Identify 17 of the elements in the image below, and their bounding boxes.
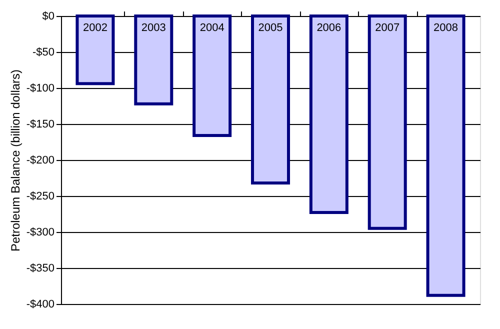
y-tick-label: -$250 xyxy=(26,190,54,202)
y-tick-label: -$400 xyxy=(26,298,54,310)
y-axis-title: Petroleum Balance (billion dollars) xyxy=(8,69,22,252)
x-tick-label: 2008 xyxy=(434,22,458,34)
y-tick-label: -$300 xyxy=(26,226,54,238)
x-tick-label: 2002 xyxy=(82,22,108,34)
y-tick-label: -$350 xyxy=(26,262,54,274)
y-tick-label: -$50 xyxy=(32,46,54,58)
y-tick-label: -$150 xyxy=(26,118,54,130)
x-tick-label: 2004 xyxy=(200,22,224,34)
x-tick-label: 2003 xyxy=(141,22,166,34)
y-tick-label: $0 xyxy=(42,10,54,22)
x-tick-label: 2007 xyxy=(375,22,400,34)
x-tick-label: 2006 xyxy=(316,22,342,34)
y-tick-label: -$100 xyxy=(26,82,54,94)
y-tick-label: -$200 xyxy=(26,154,54,166)
x-tick-label: 2005 xyxy=(258,22,283,34)
